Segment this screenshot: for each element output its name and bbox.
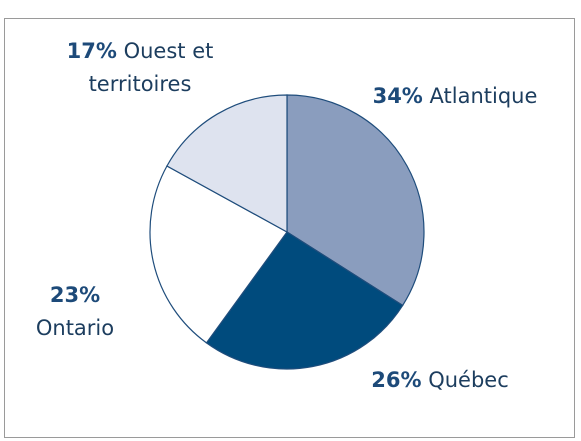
pie-slice	[149, 165, 288, 344]
pie-slice	[166, 94, 288, 234]
value-label: 17%	[66, 39, 117, 63]
category-label: Québec	[428, 368, 509, 392]
value-label: 26%	[371, 368, 422, 392]
pie-slice	[205, 231, 404, 370]
slice-label: 34% Atlantique	[330, 80, 580, 113]
category-label: Ontario	[35, 316, 115, 340]
category-label: Ouest et territoires	[88, 39, 214, 96]
slice-label: 17% Ouest et territoires	[40, 35, 240, 101]
category-label: Atlantique	[429, 84, 538, 108]
value-label: 34%	[372, 84, 423, 108]
pie-slice	[286, 94, 425, 307]
slice-label: 23% Ontario	[10, 279, 140, 345]
value-label: 23%	[49, 283, 101, 307]
chart-frame	[4, 18, 575, 438]
slice-label: 26% Québec	[320, 364, 560, 397]
